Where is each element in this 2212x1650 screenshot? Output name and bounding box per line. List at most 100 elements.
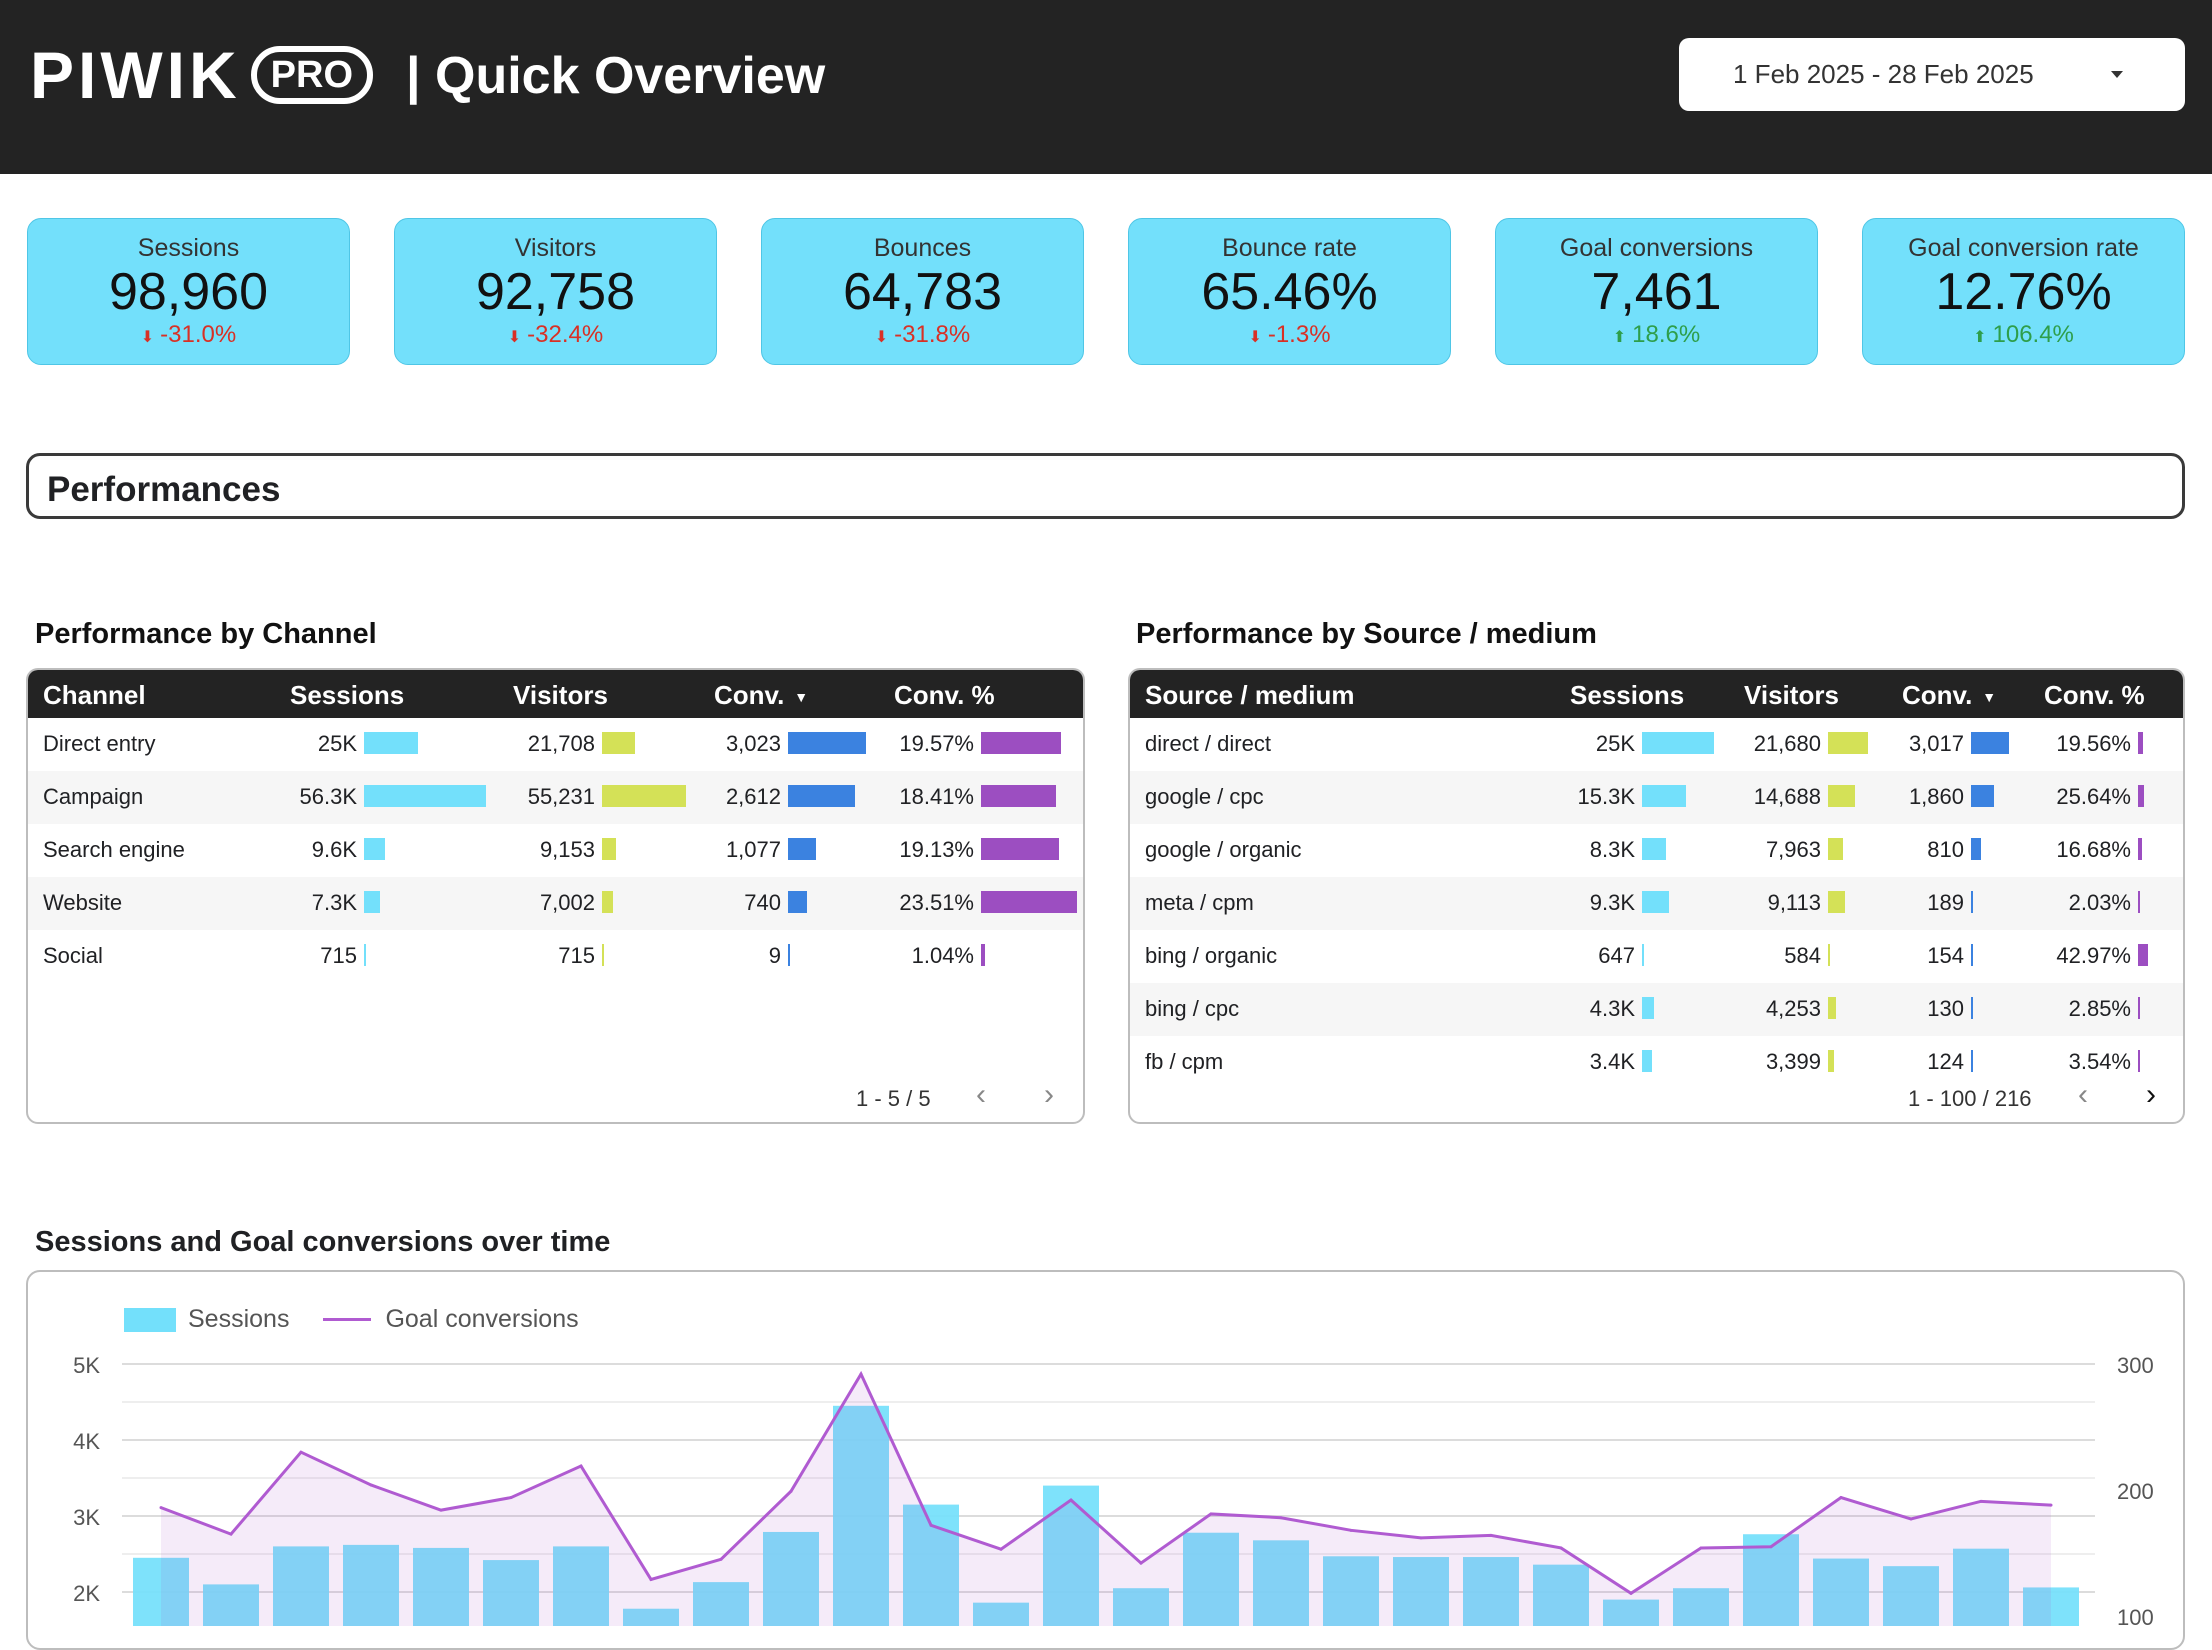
kpi-delta-value: -1.3% [1267,321,1331,348]
visitors-bar [1828,891,1845,913]
prev-page-icon[interactable]: ‹ [2078,1078,2088,1111]
conv-value: 9 [768,943,781,968]
column-header-sessions[interactable]: Sessions [290,680,404,711]
conv-pct-value: 42.97% [2056,943,2131,968]
column-header-conv-pct[interactable]: Conv. % [894,680,995,711]
visitors-value: 715 [558,943,595,968]
kpi-label: Visitors [514,234,597,262]
table-row[interactable]: Direct entry 25K 21,708 3,023 19.57% [28,718,1083,771]
y-left-tick-label: 2K [73,1581,100,1606]
table-row[interactable]: Search engine 9.6K 9,153 1,077 19.13% [28,824,1083,877]
y-left-tick-label: 3K [73,1505,100,1530]
sessions-bar [364,944,366,966]
visitors-bar [602,838,616,860]
conv-value: 3,017 [1908,731,1964,756]
goal-conversions-point [1349,1528,1353,1532]
goal-conversions-point [509,1496,513,1500]
column-header-conv[interactable]: Conv. ▼ [714,680,808,711]
arrow-down-icon: ⬇ [507,329,522,346]
table-row[interactable]: Social 715 715 9 1.04% [28,930,1083,983]
table-row[interactable]: meta / cpm 9.3K 9,113 189 2.03% [1130,877,2183,930]
table-row[interactable]: direct / direct 25K 21,680 3,017 19.56% [1130,718,2183,771]
column-header-visitors[interactable]: Visitors [513,680,608,711]
section-header: Performances [26,453,2185,519]
goal-conversions-point [1979,1499,1983,1503]
table-row[interactable]: google / cpc 15.3K 14,688 1,860 25.64% [1130,771,2183,824]
column-header-name[interactable]: Source / medium [1145,680,1355,711]
arrow-up-icon: ⬆ [1612,329,1627,346]
kpi-card-bounces: Bounces 64,783 ⬇ -31.8% [761,218,1084,365]
goal-conversions-point [1769,1545,1773,1549]
table-row[interactable]: fb / cpm 3.4K 3,399 124 3.54% [1130,1036,2183,1089]
goal-conversions-point [229,1532,233,1536]
visitors-value: 4,253 [1765,996,1821,1021]
kpi-delta: ⬆ 106.4% [1863,321,2184,352]
column-header-label: Conv. % [894,680,995,710]
table-row[interactable]: Campaign 56.3K 55,231 2,612 18.41% [28,771,1083,824]
conv-pct-bar [2138,891,2140,913]
visitors-value: 14,688 [1753,784,1821,809]
table-row[interactable]: google / organic 8.3K 7,963 810 16.68% [1130,824,2183,877]
conv-value: 189 [1927,890,1964,915]
conv-pct-value: 19.57% [899,731,974,756]
kpi-card-visitors: Visitors 92,758 ⬇ -32.4% [394,218,717,365]
column-header-conv[interactable]: Conv. ▼ [1902,680,1996,711]
conv-pct-value: 19.13% [899,837,974,862]
sessions-value: 715 [320,943,357,968]
kpi-delta: ⬆ 18.6% [1496,321,1817,352]
prev-page-icon[interactable]: ‹ [976,1078,986,1111]
source-table-title: Performance by Source / medium [1136,618,1597,650]
column-header-name[interactable]: Channel [43,680,146,711]
sessions-bar [1813,1558,1869,1626]
kpi-value: 92,758 [475,263,636,321]
next-page-icon[interactable]: › [2146,1078,2156,1111]
date-range-picker[interactable]: 1 Feb 2025 - 28 Feb 2025 [1679,38,2185,111]
column-header-label: Visitors [513,680,608,710]
visitors-bar [1828,838,1843,860]
column-header-visitors[interactable]: Visitors [1744,680,1839,711]
sessions-value: 4.3K [1589,996,1635,1021]
conv-pct-value: 25.64% [2056,784,2131,809]
arrow-down-icon: ⬇ [874,329,889,346]
y-right-tick-label: 100 [2117,1605,2154,1626]
visitors-value: 7,002 [539,890,595,915]
conv-pct-value: 16.68% [2056,837,2131,862]
sessions-value: 7.3K [311,890,357,915]
visitors-bar [602,732,635,754]
table-row[interactable]: bing / cpc 4.3K 4,253 130 2.85% [1130,983,2183,1036]
conv-pct-bar [981,732,1061,754]
conv-pct-bar [981,891,1077,913]
kpi-card-bounce-rate: Bounce rate 65.46% ⬇ -1.3% [1128,218,1451,365]
kpi-value: 7,461 [1591,263,1722,321]
sessions-value: 15.3K [1577,784,1636,809]
table-row[interactable]: bing / organic 647 584 154 42.97% [1130,930,2183,983]
goal-conversions-point [1209,1512,1213,1516]
conv-pct-value: 18.41% [899,784,974,809]
row-label: Campaign [43,784,144,809]
channel-table-title: Performance by Channel [35,618,377,650]
conv-bar [1971,997,1973,1019]
conv-bar [1971,838,1982,860]
sessions-bar [1463,1557,1519,1626]
sessions-bar [1642,1050,1652,1072]
column-header-conv-pct[interactable]: Conv. % [2044,680,2145,711]
next-page-icon[interactable]: › [1044,1078,1054,1111]
table-row[interactable]: Website 7.3K 7,002 740 23.51% [28,877,1083,930]
sessions-value: 3.4K [1589,1049,1635,1074]
sessions-bar [1642,944,1644,966]
goal-conversions-point [369,1483,373,1487]
column-header-sessions[interactable]: Sessions [1570,680,1684,711]
top-header: PIWIK PRO | Quick Overview 1 Feb 2025 - … [0,0,2212,174]
sessions-bar [1642,891,1669,913]
source-medium-table: Source / medium Sessions Visitors Conv. ▼ Con… [1128,668,2185,1124]
sessions-bar [1673,1588,1729,1626]
conv-pct-value: 23.51% [899,890,974,915]
visitors-bar [602,944,604,966]
dropdown-caret-icon [2111,71,2123,78]
goal-conversions-line [160,1370,2052,1596]
conv-value: 810 [1927,837,1964,862]
sessions-bar [1642,732,1714,754]
conv-value: 154 [1927,943,1964,968]
goal-conversions-point [929,1523,933,1527]
